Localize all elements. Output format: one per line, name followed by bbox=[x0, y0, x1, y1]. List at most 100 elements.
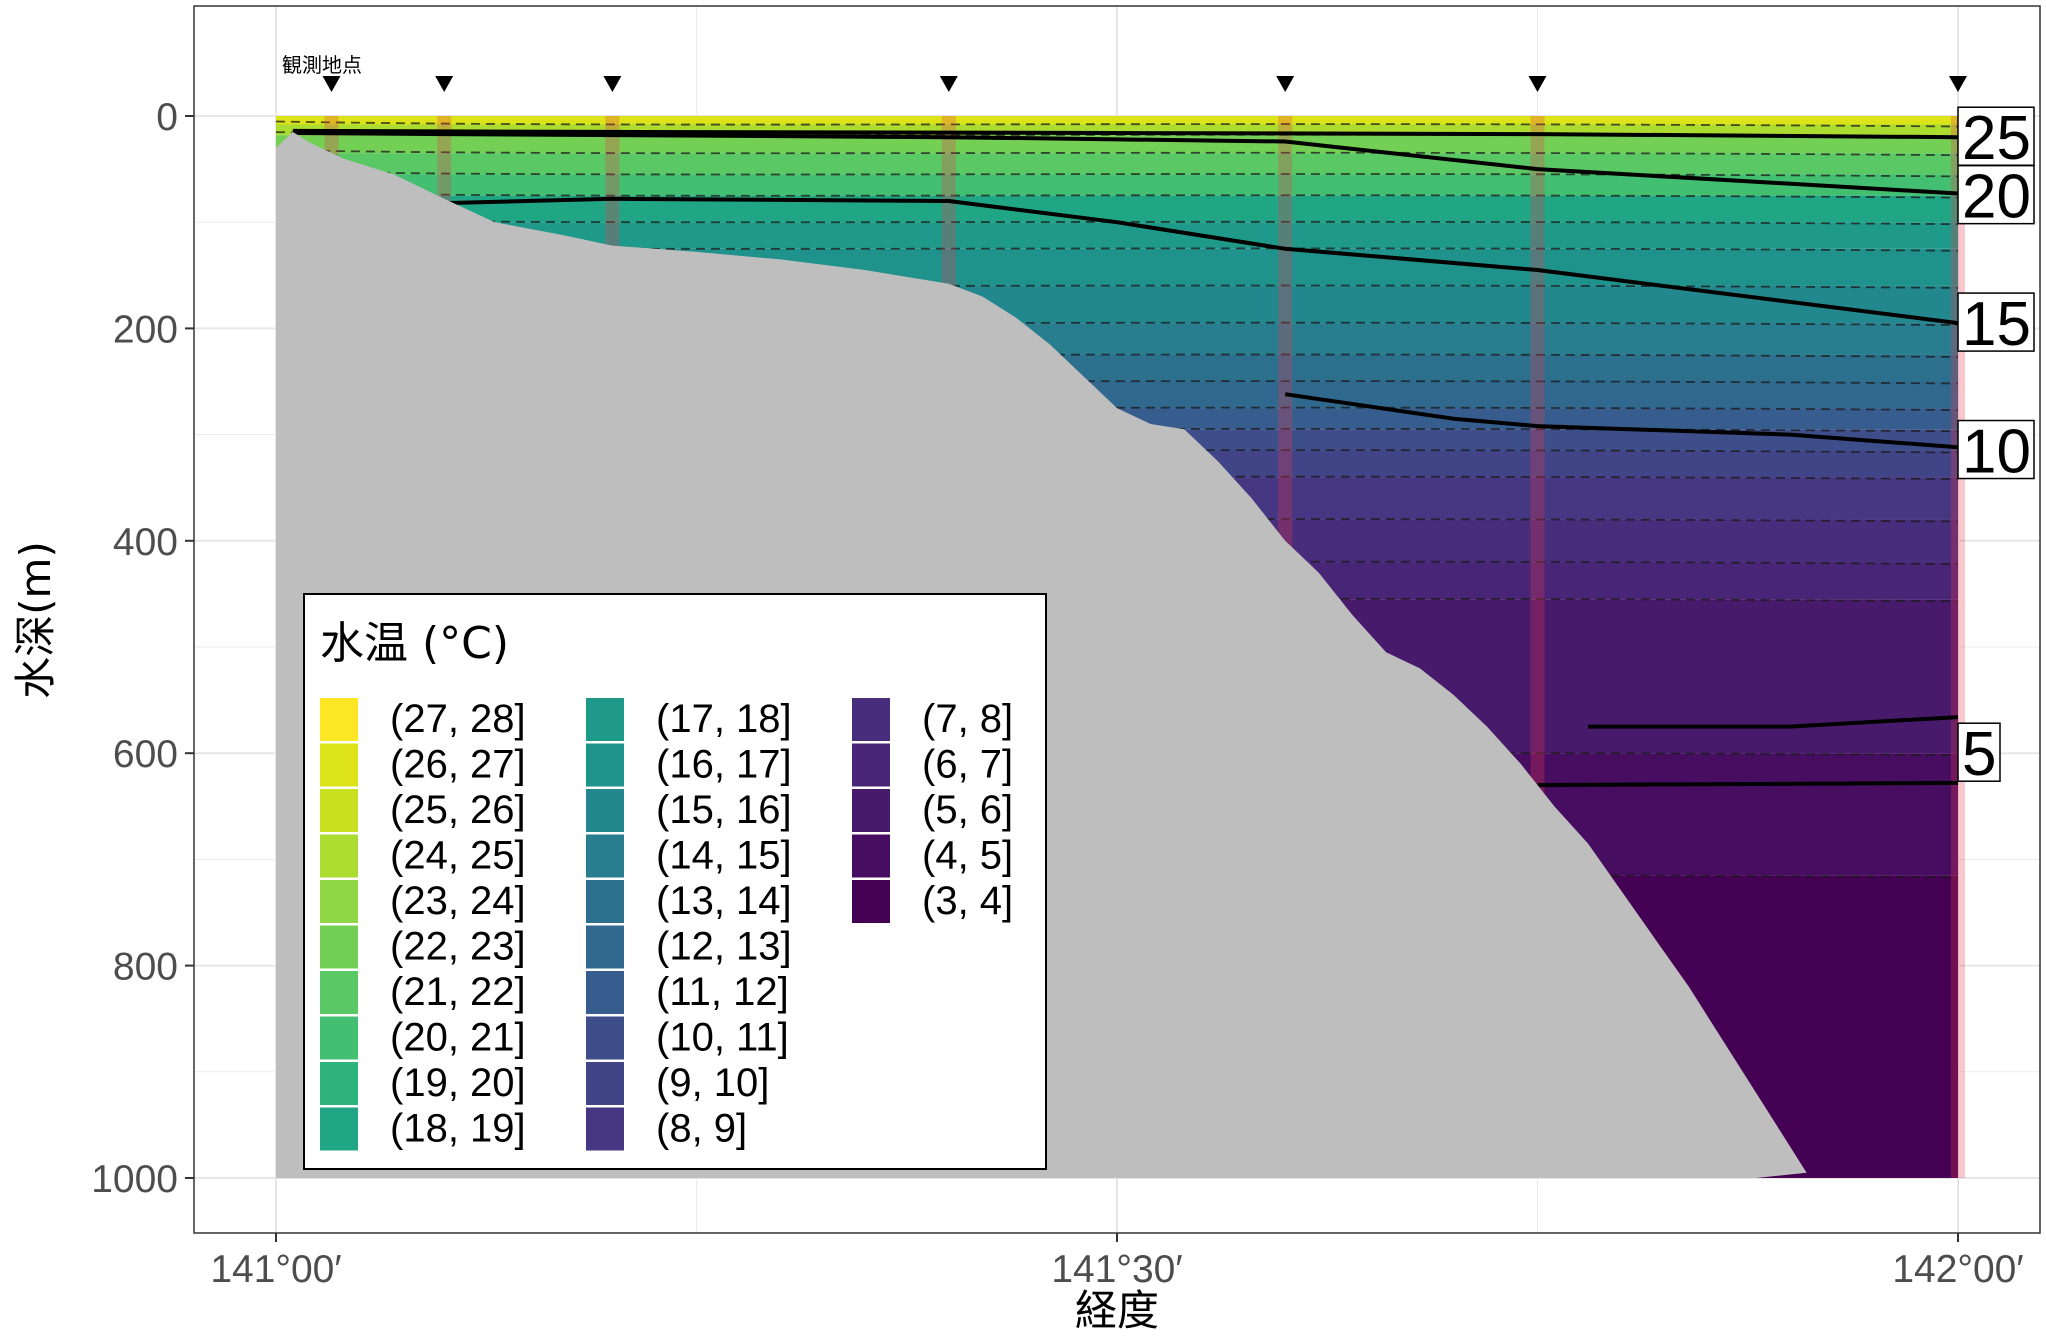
isotherm-label-box bbox=[1957, 106, 2035, 166]
legend-label: (19, 20] bbox=[390, 1061, 526, 1105]
y-tick-label: 600 bbox=[113, 733, 178, 776]
temperature-band bbox=[276, 124, 1958, 136]
legend-label: (12, 13] bbox=[656, 925, 792, 969]
legend-label: (8, 9] bbox=[656, 1107, 747, 1151]
legend-swatch bbox=[852, 743, 890, 787]
legend-swatch bbox=[586, 880, 624, 923]
temperature-band bbox=[276, 135, 1958, 154]
legend-swatch bbox=[320, 834, 358, 878]
x-tick-label: 142°00′ bbox=[1892, 1248, 2023, 1291]
y-tick-label: 400 bbox=[113, 521, 178, 564]
legend-swatch bbox=[586, 834, 624, 878]
isotherm-label: 5 bbox=[1962, 720, 1996, 789]
station-triangle-icon bbox=[1276, 76, 1295, 92]
legend-swatch bbox=[320, 789, 358, 832]
isotherm-label: 10 bbox=[1962, 418, 2031, 487]
temperature-band bbox=[276, 174, 1958, 196]
x-axis-title: 経度 bbox=[1075, 1286, 1159, 1335]
legend-swatch bbox=[852, 698, 890, 741]
legend: 水温 (°C)(27, 28](26, 27](25, 26](24, 25](… bbox=[303, 593, 1047, 1170]
station-triangle-icon bbox=[435, 76, 454, 92]
temperature-band bbox=[276, 116, 1958, 125]
legend-label: (26, 27] bbox=[390, 743, 526, 787]
legend-swatch bbox=[586, 1062, 624, 1105]
station-triangle-icon bbox=[1949, 76, 1967, 92]
legend-label: (9, 10] bbox=[656, 1061, 769, 1105]
isotherm-5 bbox=[1537, 780, 1959, 788]
legend-swatch bbox=[586, 1107, 624, 1151]
isotherm-25 bbox=[292, 128, 1959, 140]
legend-swatch bbox=[320, 743, 358, 787]
station-triangle-icon bbox=[939, 76, 958, 92]
y-axis-title: 水深(m) bbox=[11, 541, 60, 699]
legend-label: (3, 4] bbox=[922, 879, 1013, 923]
legend-swatch bbox=[320, 880, 358, 923]
legend-label: (15, 16] bbox=[656, 788, 792, 832]
y-tick-label: 1000 bbox=[91, 1158, 178, 1201]
legend-label: (17, 18] bbox=[656, 697, 792, 741]
legend-label: (14, 15] bbox=[656, 834, 792, 878]
y-tick-label: 0 bbox=[156, 96, 178, 139]
x-tick-label: 141°00′ bbox=[210, 1248, 341, 1291]
legend-label: (18, 19] bbox=[390, 1107, 526, 1151]
isotherm-label-box bbox=[1957, 164, 2035, 225]
legend-label: (10, 11] bbox=[656, 1016, 789, 1060]
station-highlight bbox=[1951, 116, 1965, 1178]
dashed-isotherm bbox=[275, 191, 1959, 199]
isotherm-label: 20 bbox=[1962, 163, 2031, 232]
station-triangle-icon bbox=[603, 76, 622, 92]
isotherm-10 bbox=[1284, 392, 1959, 450]
legend-label: (7, 8] bbox=[922, 697, 1013, 741]
legend-swatch bbox=[586, 971, 624, 1014]
temperature-band bbox=[276, 153, 1958, 175]
isotherm-15 bbox=[444, 196, 1959, 326]
isotherm-label-box bbox=[1957, 722, 2001, 782]
isotherm-label-box bbox=[1957, 419, 2035, 480]
legend-swatch bbox=[852, 789, 890, 832]
isotherm-lines bbox=[292, 128, 1959, 788]
legend-label: (22, 23] bbox=[390, 925, 526, 969]
isotherm-label: 15 bbox=[1962, 290, 2031, 359]
station-triangle-icon bbox=[322, 76, 341, 92]
legend-label: (13, 14] bbox=[656, 879, 792, 923]
y-tick-label: 800 bbox=[113, 946, 178, 989]
legend-swatch bbox=[586, 925, 624, 969]
x-tick-label: 141°30′ bbox=[1051, 1248, 1182, 1291]
axes: 141°00′ 141°30′ 142°00′ 0 200 400 600 800 1000 bbox=[91, 96, 2023, 1291]
legend-label: (6, 7] bbox=[922, 743, 1013, 787]
legend-label: (5, 6] bbox=[922, 788, 1013, 832]
legend-swatch bbox=[586, 743, 624, 787]
legend-swatch bbox=[320, 925, 358, 969]
isotherm-label-box bbox=[1957, 292, 2035, 352]
legend-label: (16, 17] bbox=[656, 743, 792, 787]
dashed-isotherm bbox=[275, 170, 1959, 178]
legend-swatch bbox=[852, 834, 890, 878]
legend-swatch bbox=[586, 1016, 624, 1060]
isotherm-label: 25 bbox=[1962, 104, 2031, 173]
legend-box bbox=[303, 593, 1047, 1170]
station-label: 観測地点 bbox=[282, 53, 362, 77]
legend-label: (20, 21] bbox=[390, 1016, 526, 1060]
legend-swatch bbox=[320, 1107, 358, 1151]
station-markers bbox=[322, 76, 1967, 92]
legend-swatch bbox=[586, 698, 624, 741]
legend-label: (27, 28] bbox=[390, 697, 526, 741]
legend-label: (24, 25] bbox=[390, 834, 526, 878]
legend-swatch bbox=[320, 971, 358, 1014]
legend-title: 水温 (°C) bbox=[320, 618, 509, 669]
legend-label: (4, 5] bbox=[922, 834, 1013, 878]
legend-swatch bbox=[320, 1016, 358, 1060]
legend-label: (11, 12] bbox=[656, 970, 789, 1014]
legend-swatch bbox=[586, 789, 624, 832]
y-tick-label: 200 bbox=[113, 308, 178, 351]
isotherm-5b bbox=[1588, 715, 1959, 729]
dashed-isotherm bbox=[275, 149, 1959, 157]
isotherm-20 bbox=[292, 131, 1959, 196]
legend-swatch bbox=[320, 1062, 358, 1105]
legend-label: (21, 22] bbox=[390, 970, 526, 1014]
dashed-isotherm bbox=[275, 120, 1959, 128]
legend-label: (23, 24] bbox=[390, 879, 526, 923]
legend-swatch bbox=[320, 698, 358, 741]
